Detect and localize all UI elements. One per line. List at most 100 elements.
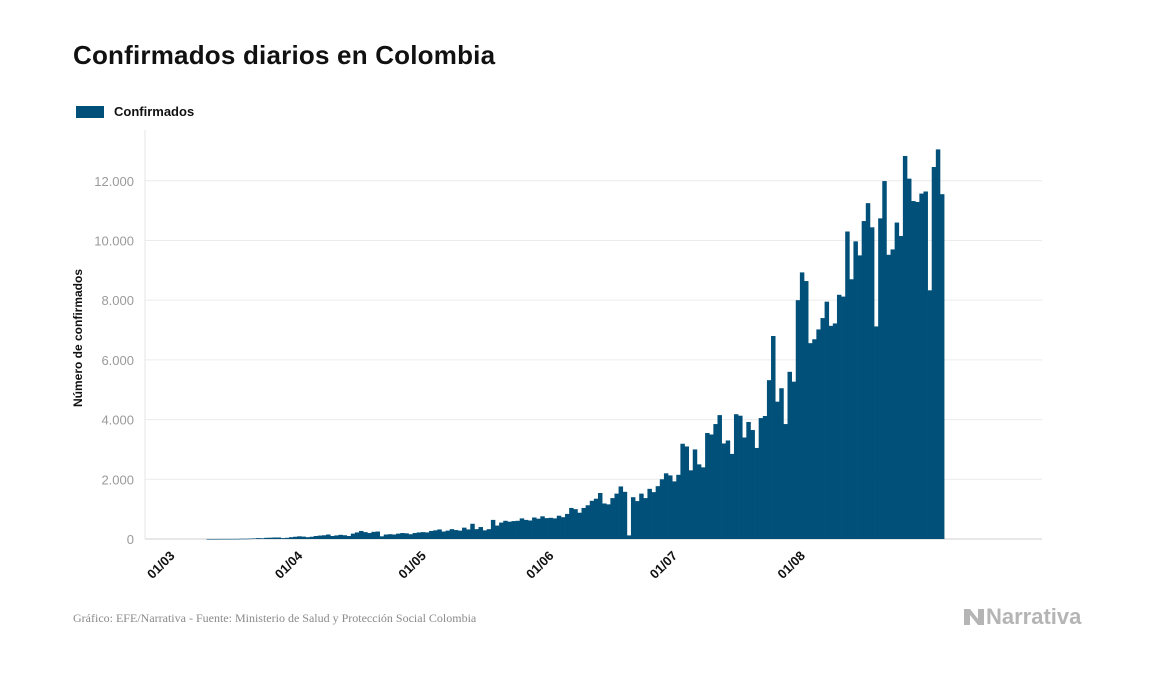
bar [919,193,924,539]
bar [808,343,813,539]
bar [812,339,817,539]
bar [470,523,475,539]
bar [317,535,323,539]
bar [692,449,698,539]
brand-logo: Narrativa [964,604,1081,630]
bar [383,534,389,539]
bar [565,513,570,539]
bar [231,538,236,540]
bar [354,532,360,539]
bar [672,481,677,539]
bar [939,194,945,539]
bar [396,533,401,539]
bar [676,474,681,539]
bar [560,517,566,539]
bar [367,533,372,539]
bar [882,181,887,540]
bar [935,149,941,540]
bar [305,537,310,539]
bar [816,329,821,539]
bar [330,536,335,539]
bar [247,538,253,540]
bar [544,518,549,539]
bar [474,529,479,539]
x-tick-label: 01/04 [272,547,306,581]
bar [486,529,492,539]
y-tick-label: 8.000 [101,293,134,308]
bar [787,371,792,539]
bar [635,501,640,539]
bar [643,498,648,539]
bar [791,381,797,539]
bar [433,530,438,539]
bar [527,520,533,539]
bar [713,424,718,539]
bar [495,525,500,539]
bar [272,537,277,539]
bar [647,488,652,539]
bar [820,318,825,539]
bar [836,294,842,539]
bar [392,534,397,539]
bar [742,437,747,539]
bar [379,536,385,539]
chart-title: Confirmados diarios en Colombia [73,40,496,70]
bar [754,447,760,539]
bar [659,479,665,539]
bar [478,527,483,539]
bar [696,464,702,539]
bar [264,537,269,539]
bar [606,504,611,539]
bar [762,416,768,539]
bar [334,535,339,539]
bars [206,149,945,540]
bar [610,498,615,539]
legend-swatch [76,105,104,118]
bar [907,178,912,539]
bar [540,516,545,539]
bar [515,520,521,539]
bar [453,530,459,539]
bar [585,505,591,539]
bar [639,493,644,539]
legend: Confirmados [76,104,194,119]
bar [482,530,488,539]
bar [523,519,529,539]
bar [218,538,224,540]
x-axis-ticks: 01/03 01/04 01/05 01/06 01/07 01/08 [144,547,808,581]
bar [346,536,352,539]
bar [622,491,628,539]
bar [235,538,240,540]
bar [663,473,669,539]
bar [874,326,879,539]
y-tick-label: 10.000 [94,233,134,248]
bar [746,421,751,539]
bar [894,222,900,540]
bar [569,507,574,539]
bar [688,470,694,539]
bar [297,536,302,539]
bar [420,532,426,539]
bar [313,536,319,539]
bar [445,530,451,539]
bar [721,443,727,539]
bar [655,486,661,539]
bar [268,537,273,539]
brand-name: Narrativa [986,604,1082,629]
bar [251,538,257,540]
bar [593,498,599,539]
bar [412,533,418,539]
bar [536,518,541,539]
bar [668,475,673,539]
bar [301,536,306,539]
bar [630,497,636,539]
bar [387,534,393,539]
y-tick-label: 12.000 [94,174,134,189]
bar [227,538,232,540]
bar [824,301,830,539]
bar [931,167,937,539]
bar [857,255,863,540]
bar [779,388,784,539]
bar [841,296,846,539]
bar [849,279,854,539]
